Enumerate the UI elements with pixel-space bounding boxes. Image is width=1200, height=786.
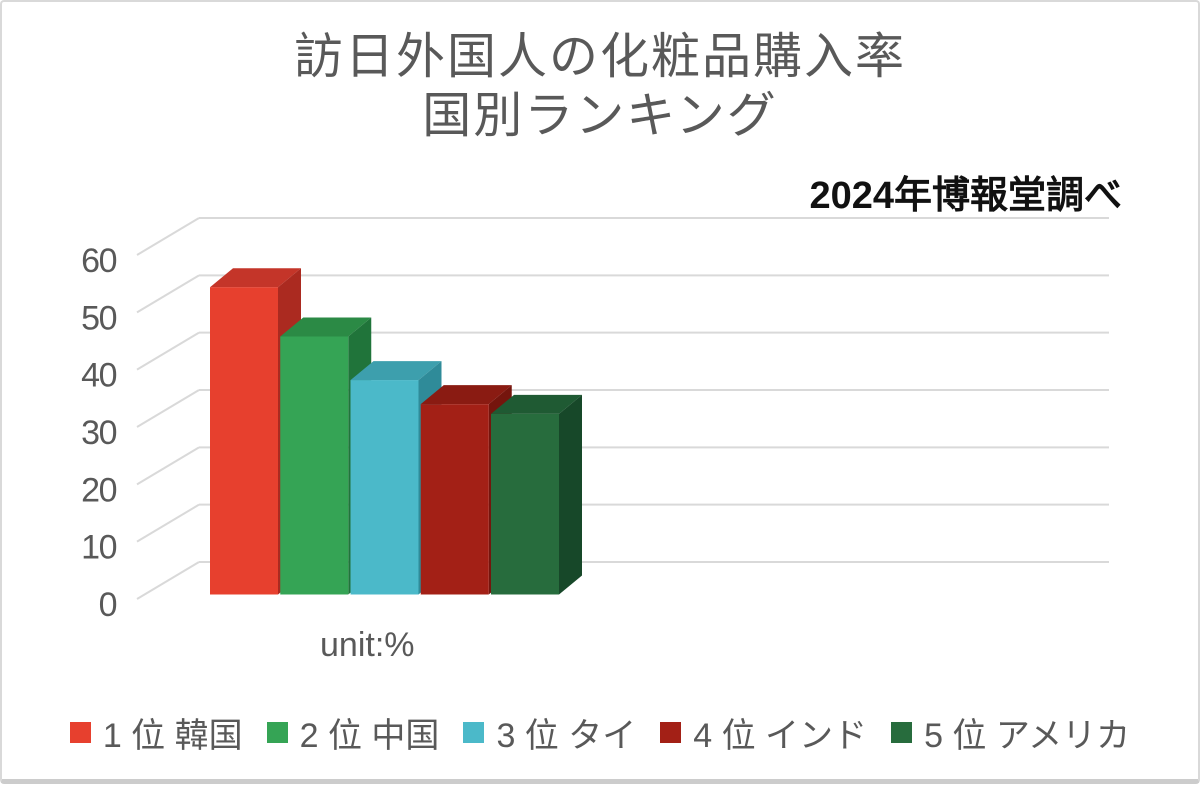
chart-title-line1: 訪日外国人の化粧品購入率 [293,30,906,84]
ytick-10: 10 [81,529,116,567]
legend: 1 位 韓国 2 位 中国 3 位 タイ 4 位 インド 5 位 アメリカ [2,708,1198,757]
bar-china-top-face [280,317,372,337]
legend-item-america: 5 位 アメリカ [891,708,1130,757]
legend-label-china: 2 位 中国 [299,717,440,755]
ytick-50: 50 [81,299,116,337]
ytick-60: 60 [81,242,116,280]
gridline-diagonal-40 [136,331,200,371]
legend-swatch-india [660,722,682,743]
legend-item-china: 2 位 中国 [266,708,440,757]
bar-korea-front-face [210,287,278,595]
chart-subtitle: 2024年博報堂調べ [809,175,1122,217]
bar-america [491,394,582,595]
legend-item-thailand: 3 位 タイ [463,708,636,757]
legend-label-korea: 1 位 韓国 [102,717,243,755]
bar-thailand-top-face [350,361,442,381]
legend-swatch-china [266,722,288,743]
legend-item-korea: 1 位 韓国 [69,708,243,757]
gridline-diagonal-0 [136,561,200,600]
bar-america-side-face [559,394,582,595]
bar-america-front-face [491,413,559,595]
legend-label-thailand: 3 位 タイ [496,717,637,755]
legend-swatch-korea [69,722,91,743]
chart-title: 訪日外国人の化粧品購入率 国別ランキング [2,28,1198,146]
gridline-diagonal-30 [136,389,200,428]
bar-america-top-face [491,394,582,414]
gridline-diagonal-20 [136,446,200,486]
ytick-0: 0 [99,586,117,624]
legend-swatch-america [891,722,913,743]
ytick-40: 40 [81,357,116,395]
bar-korea-top-face [210,268,301,288]
legend-swatch-thailand [463,722,485,743]
ytick-30: 30 [81,414,116,452]
legend-item-india: 4 位 インド [660,708,867,757]
gridline-diagonal-50 [136,274,200,314]
ytick-20: 20 [81,471,116,509]
gridline-diagonal-10 [136,503,200,543]
gridline-diagonal-60 [136,217,200,256]
legend-label-america: 5 位 アメリカ [924,717,1131,755]
chart-title-line2: 国別ランキング [422,89,778,143]
unit-label: unit:% [320,626,415,664]
bar-india-front-face [420,404,489,595]
bar-india-top-face [420,385,512,405]
bar-thailand-front-face [350,380,419,595]
bar-china-front-face [280,336,349,595]
legend-label-india: 4 位 インド [693,717,868,755]
